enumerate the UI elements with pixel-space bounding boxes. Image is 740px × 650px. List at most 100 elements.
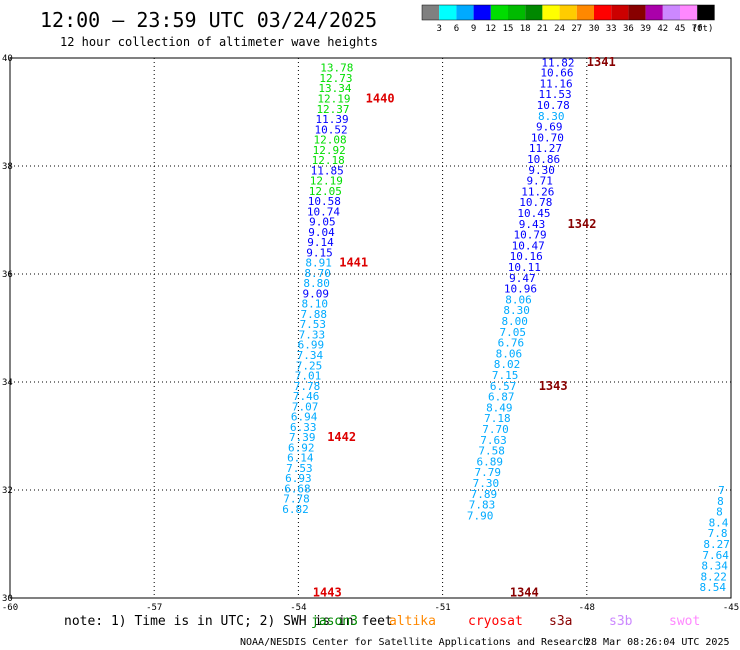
mission-label-s3b: s3b <box>609 614 633 629</box>
colorbar-label: 15 <box>503 24 514 34</box>
x-tick-label: -45 <box>723 603 739 613</box>
x-tick-label: -54 <box>290 603 306 613</box>
swh-point-label: 7.33 <box>299 328 326 341</box>
swh-point-label: 11.26 <box>521 185 554 198</box>
swh-point-label: 7.78 <box>294 380 321 393</box>
x-tick-label: -60 <box>2 603 18 613</box>
time-label: 1343 <box>539 379 568 393</box>
plot-area <box>9 57 732 599</box>
colorbar-swatch <box>680 5 698 20</box>
colorbar-swatch <box>697 5 715 20</box>
swh-point-label: 8.30 <box>538 110 565 123</box>
time-label: 1342 <box>568 217 597 231</box>
swh-point-label: 7.30 <box>473 477 500 490</box>
colorbar-swatch <box>645 5 663 20</box>
swh-point-label: 9.09 <box>302 287 329 300</box>
mission-label-altika: altika <box>389 614 436 629</box>
swh-point-label: 9.15 <box>306 246 333 259</box>
swh-point-label: 10.66 <box>540 67 573 80</box>
colorbar-unit: (ft) <box>692 24 714 34</box>
swh-point-label: 7.05 <box>500 326 527 339</box>
y-tick-label: 32 <box>2 486 13 496</box>
swh-point-label: 8.27 <box>703 538 730 551</box>
data-labels: 13.7812.7313.3412.1912.3711.3910.5212.08… <box>282 56 730 594</box>
colorbar-swatch <box>628 5 646 20</box>
swh-point-label: 10.74 <box>307 205 340 218</box>
swh-point-label: 11.82 <box>541 56 574 69</box>
colorbar-label: 12 <box>485 24 496 34</box>
swh-point-label: 12.08 <box>314 134 347 147</box>
mission-label-cryosat: cryosat <box>468 614 523 629</box>
y-tick-label: 36 <box>2 270 13 280</box>
swh-point-label: 8.49 <box>486 401 513 414</box>
swh-point-label: 11.85 <box>311 164 344 177</box>
colorbar-swatch <box>662 5 680 20</box>
swh-point-label: 12.18 <box>312 154 345 167</box>
swh-point-label: 8.34 <box>701 560 728 573</box>
swh-point-label: 6.33 <box>290 421 317 434</box>
colorbar-swatch <box>525 5 543 20</box>
swh-point-label: 8 <box>717 495 724 508</box>
y-tick-label: 30 <box>2 594 13 604</box>
swh-point-label: 10.78 <box>537 99 570 112</box>
swh-point-label: 7.63 <box>480 434 507 447</box>
grid-lines <box>10 58 731 598</box>
time-label: 1440 <box>366 92 395 106</box>
swh-point-label: 8.00 <box>501 315 528 328</box>
swh-point-label: 13.34 <box>318 82 351 95</box>
swh-point-label: 9.47 <box>509 272 536 285</box>
swh-point-label: 7.70 <box>482 423 509 436</box>
colorbar-label: 39 <box>640 24 651 34</box>
axis-ticks: -60 -57 -54 -51 -48 -45 30 32 34 36 38 40 <box>2 54 739 613</box>
swh-point-label: 10.58 <box>308 195 341 208</box>
swh-point-label: 10.86 <box>527 153 560 166</box>
colorbar-label: 9 <box>471 24 476 34</box>
colorbar-swatch <box>542 5 560 20</box>
swh-point-label: 8.02 <box>494 358 521 371</box>
colorbar-swatch <box>422 5 440 20</box>
chart-subtitle: 12 hour collection of altimeter wave hei… <box>60 35 378 49</box>
swh-point-label: 11.53 <box>539 88 572 101</box>
swh-point-label: 9.30 <box>528 164 555 177</box>
swh-point-label: 7.78 <box>283 493 310 506</box>
swh-point-label: 9.05 <box>309 216 336 229</box>
swh-point-label: 7.83 <box>469 499 496 512</box>
swh-point-label: 8.22 <box>700 570 727 583</box>
x-tick-label: -57 <box>146 603 162 613</box>
swh-point-label: 8.06 <box>496 347 523 360</box>
swh-point-label: 10.79 <box>514 229 547 242</box>
swh-point-label: 9.04 <box>308 226 335 239</box>
swh-point-label: 8.54 <box>699 581 726 594</box>
swh-point-label: 7.88 <box>301 308 328 321</box>
swh-point-label: 7.64 <box>702 549 729 562</box>
colorbar-label: 70 <box>692 24 703 34</box>
swh-point-label: 6.89 <box>476 455 503 468</box>
mission-label-jason3: jason3 <box>311 614 358 629</box>
colorbar-label: 21 <box>537 24 548 34</box>
swh-point-label: 6.94 <box>291 411 318 424</box>
colorbar-swatch <box>456 5 474 20</box>
swh-point-label: 6.99 <box>298 339 325 352</box>
swh-point-label: 6.82 <box>282 503 309 516</box>
colorbar-swatch <box>473 5 491 20</box>
swh-point-label: 7.39 <box>289 431 316 444</box>
swh-point-label: 8.80 <box>303 277 330 290</box>
time-label: 1442 <box>327 430 356 444</box>
y-tick-label: 40 <box>2 54 13 64</box>
swh-point-label: 6.14 <box>287 452 314 465</box>
y-tick-label: 38 <box>2 162 13 172</box>
colorbar-label: 24 <box>554 24 565 34</box>
colorbar-label: 33 <box>606 24 617 34</box>
swh-point-label: 7.34 <box>297 349 324 362</box>
footer-credit: NOAA/NESDIS Center for Satellite Applica… <box>240 637 589 648</box>
swh-point-label: 7.07 <box>292 400 319 413</box>
swh-point-label: 7.25 <box>296 359 323 372</box>
swh-point-label: 10.45 <box>517 207 550 220</box>
time-label: 1341 <box>587 55 616 69</box>
swh-point-label: 6.93 <box>285 472 312 485</box>
colorbar-label: 42 <box>657 24 668 34</box>
colorbar-swatch <box>559 5 577 20</box>
swh-point-label: 7.79 <box>475 466 502 479</box>
colorbar-swatch <box>594 5 612 20</box>
